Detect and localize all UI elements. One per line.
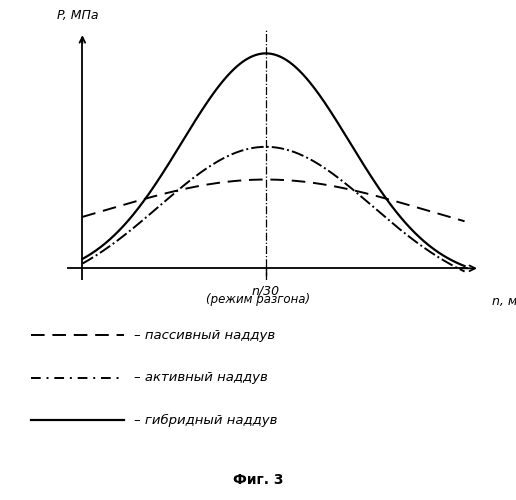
Text: P, МПа: P, МПа xyxy=(57,10,98,22)
Text: (режим разгона): (режим разгона) xyxy=(206,292,310,306)
Text: – активный наддув: – активный наддув xyxy=(134,371,268,384)
Text: Фиг. 3: Фиг. 3 xyxy=(233,474,283,488)
Text: – гибридный наддув: – гибридный наддув xyxy=(134,414,278,426)
Text: – пассивный наддув: – пассивный наддув xyxy=(134,328,275,342)
Text: n/30: n/30 xyxy=(252,284,280,298)
Text: n, мин⁻¹: n, мин⁻¹ xyxy=(492,295,516,308)
